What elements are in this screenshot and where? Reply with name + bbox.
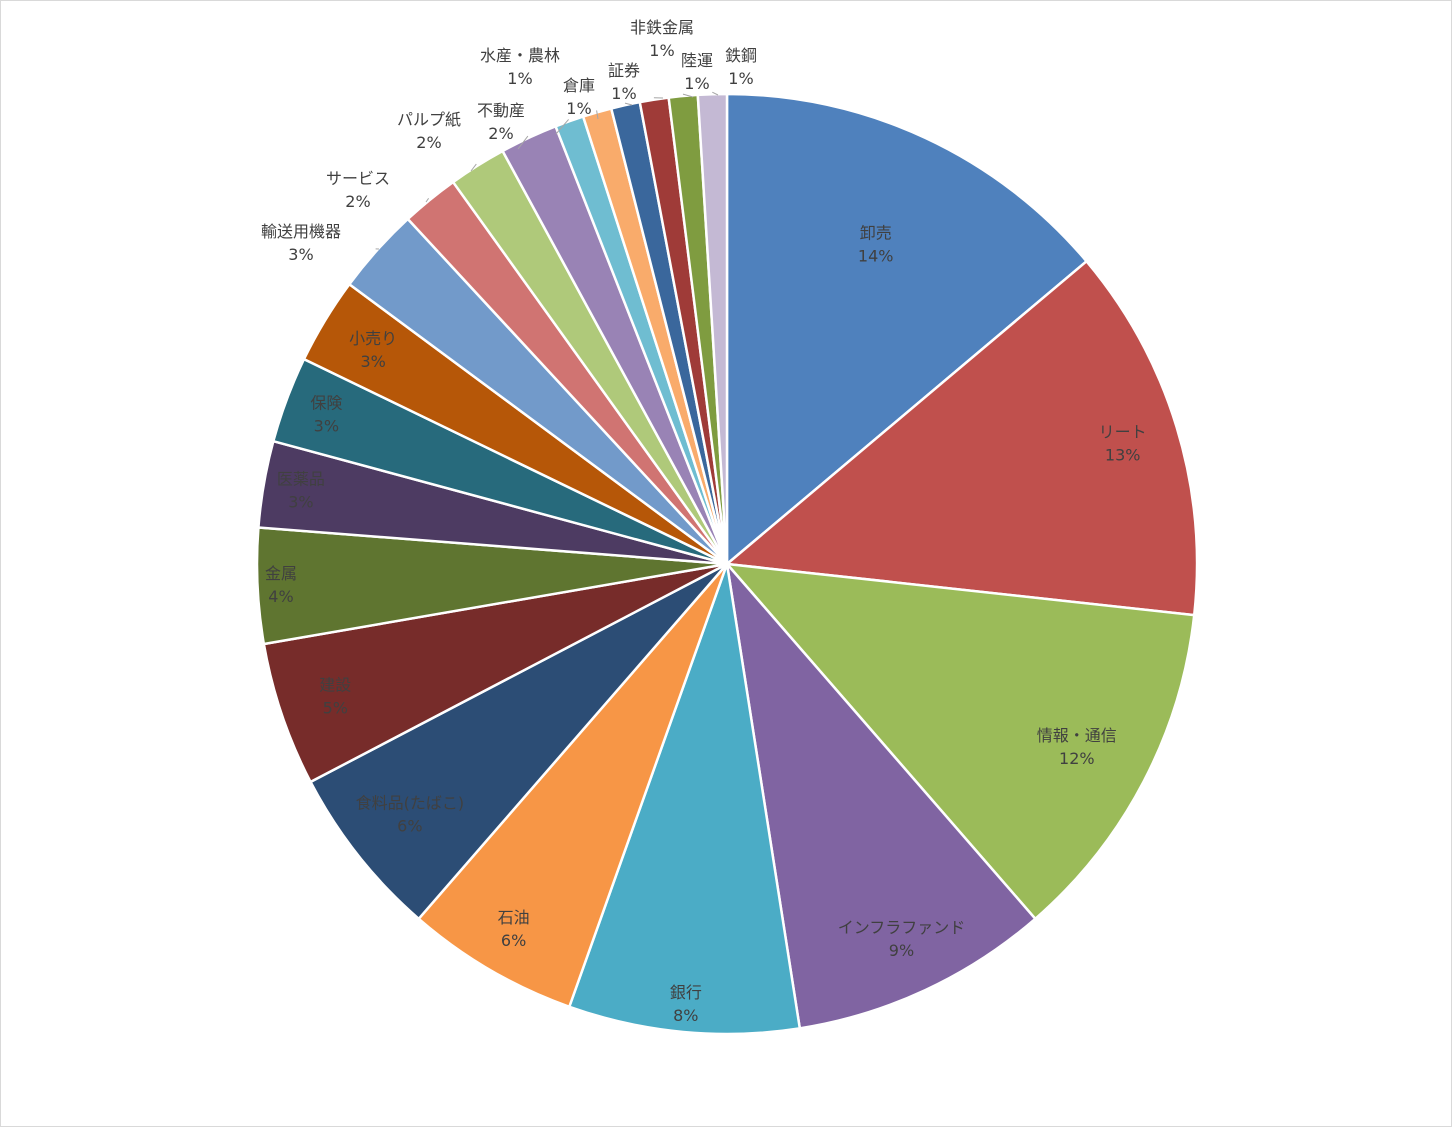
- slice-percent-label: 1%: [507, 69, 532, 88]
- slice-category-label: 情報・通信: [1037, 726, 1117, 745]
- slice-percent-label: 1%: [566, 99, 591, 118]
- slice-percent-label: 6%: [397, 817, 422, 836]
- slice-category-label: 石油: [498, 908, 530, 927]
- slice-category-label: サービス: [326, 169, 390, 188]
- slice-category-label: 金属: [265, 564, 297, 583]
- slice-percent-label: 2%: [345, 192, 370, 211]
- slice-percent-label: 3%: [288, 245, 313, 264]
- slice-label-14: パルプ紙 2%: [397, 110, 461, 152]
- slice-label-13: サービス 2%: [326, 169, 390, 211]
- slice-percent-label: 14%: [858, 246, 894, 265]
- slice-percent-label: 8%: [673, 1006, 698, 1025]
- slice-percent-label: 12%: [1059, 749, 1095, 768]
- slice-label-18: 証券 1%: [608, 61, 640, 103]
- slice-category-label: 証券: [608, 61, 640, 80]
- slice-percent-label: 1%: [728, 69, 753, 88]
- slice-category-label: 非鉄金属: [630, 18, 694, 37]
- slice-category-label: 建設: [319, 676, 351, 695]
- slice-category-label: 小売り: [349, 329, 397, 348]
- slice-percent-label: 2%: [488, 124, 513, 143]
- slice-category-label: 水産・農林: [480, 46, 560, 65]
- slice-percent-label: 3%: [360, 352, 385, 371]
- slice-category-label: 輸送用機器: [261, 222, 341, 241]
- slice-percent-label: 1%: [684, 74, 709, 93]
- slice-label-21: 鉄鋼 1%: [725, 46, 757, 88]
- slice-category-label: 食料品(たばこ): [356, 794, 465, 813]
- slice-category-label: インフラファンド: [838, 918, 966, 937]
- slice-category-label: 不動産: [477, 101, 525, 120]
- slice-label-20: 陸運 1%: [681, 51, 713, 93]
- slice-percent-label: 1%: [649, 41, 674, 60]
- slice-label-17: 倉庫 1%: [563, 76, 595, 118]
- slice-label-12: 輸送用機器 3%: [261, 222, 341, 264]
- slice-category-label: 倉庫: [563, 76, 595, 95]
- slice-category-label: 保険: [310, 393, 342, 412]
- slice-label-16: 水産・農林 1%: [480, 46, 560, 88]
- slice-category-label: 鉄鋼: [725, 46, 757, 65]
- slice-category-label: パルプ紙: [397, 110, 461, 129]
- slice-percent-label: 6%: [501, 931, 526, 950]
- slice-category-label: 医薬品: [277, 469, 325, 488]
- slice-category-label: 陸運: [681, 51, 713, 70]
- slice-percent-label: 1%: [611, 84, 636, 103]
- slice-category-label: リート: [1099, 423, 1147, 442]
- slice-percent-label: 5%: [323, 699, 348, 718]
- slice-percent-label: 2%: [416, 133, 441, 152]
- slice-percent-label: 4%: [268, 587, 293, 606]
- slices-layer: [257, 94, 1197, 1034]
- slice-percent-label: 9%: [889, 941, 914, 960]
- slice-percent-label: 3%: [314, 416, 339, 435]
- slice-category-label: 銀行: [670, 983, 702, 1002]
- slice-label-15: 不動産 2%: [477, 101, 525, 143]
- slice-category-label: 卸売: [860, 223, 892, 242]
- slice-percent-label: 3%: [288, 492, 313, 511]
- slice-percent-label: 13%: [1105, 446, 1141, 465]
